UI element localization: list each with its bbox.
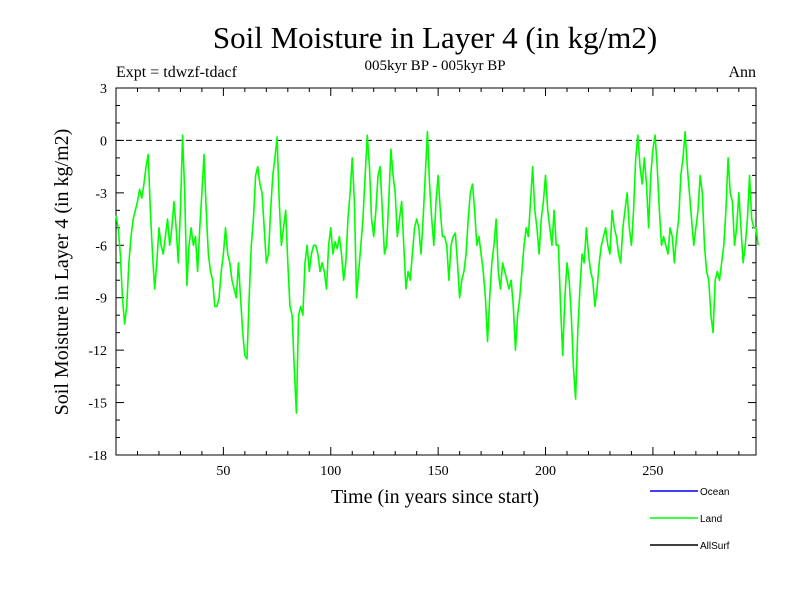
y-tick-label: -12 <box>88 344 107 359</box>
series-line-land <box>115 130 759 414</box>
x-tick-label: 100 <box>320 464 341 479</box>
y-tick-label: -3 <box>95 187 107 202</box>
y-tick-label: 0 <box>100 134 107 149</box>
y-tick-label: -6 <box>95 239 107 254</box>
x-tick-label: 200 <box>535 464 556 479</box>
chart-subtitle: 005kyr BP - 005kyr BP <box>364 58 505 74</box>
y-tick-label: -9 <box>95 292 107 307</box>
y-tick-label: 3 <box>100 82 107 97</box>
legend: Ocean Land AllSurf <box>650 487 730 552</box>
x-tick-label: 150 <box>428 464 449 479</box>
x-axis-label: Time (in years since start) <box>331 486 539 508</box>
legend-label-land: Land <box>700 514 722 525</box>
plot-frame <box>115 87 757 456</box>
chart-title: Soil Moisture in Layer 4 (in kg/m2) <box>213 20 657 55</box>
y-axis-label: Soil Moisture in Layer 4 (in kg/m2) <box>51 129 73 416</box>
expt-label: Expt = tdwzf-tdacf <box>116 64 238 81</box>
legend-label-allsurf: AllSurf <box>700 541 730 552</box>
legend-label-ocean: Ocean <box>700 487 729 498</box>
y-tick-label: -18 <box>88 449 107 464</box>
period-label: Ann <box>728 64 756 81</box>
x-tick-label: 250 <box>642 464 663 479</box>
plot-area: 3 0 -3 -6 -9 -12 -15 -18 50 100 150 200 250 <box>88 82 759 479</box>
x-tick-label: 50 <box>216 464 230 479</box>
y-tick-label: -15 <box>88 397 107 412</box>
